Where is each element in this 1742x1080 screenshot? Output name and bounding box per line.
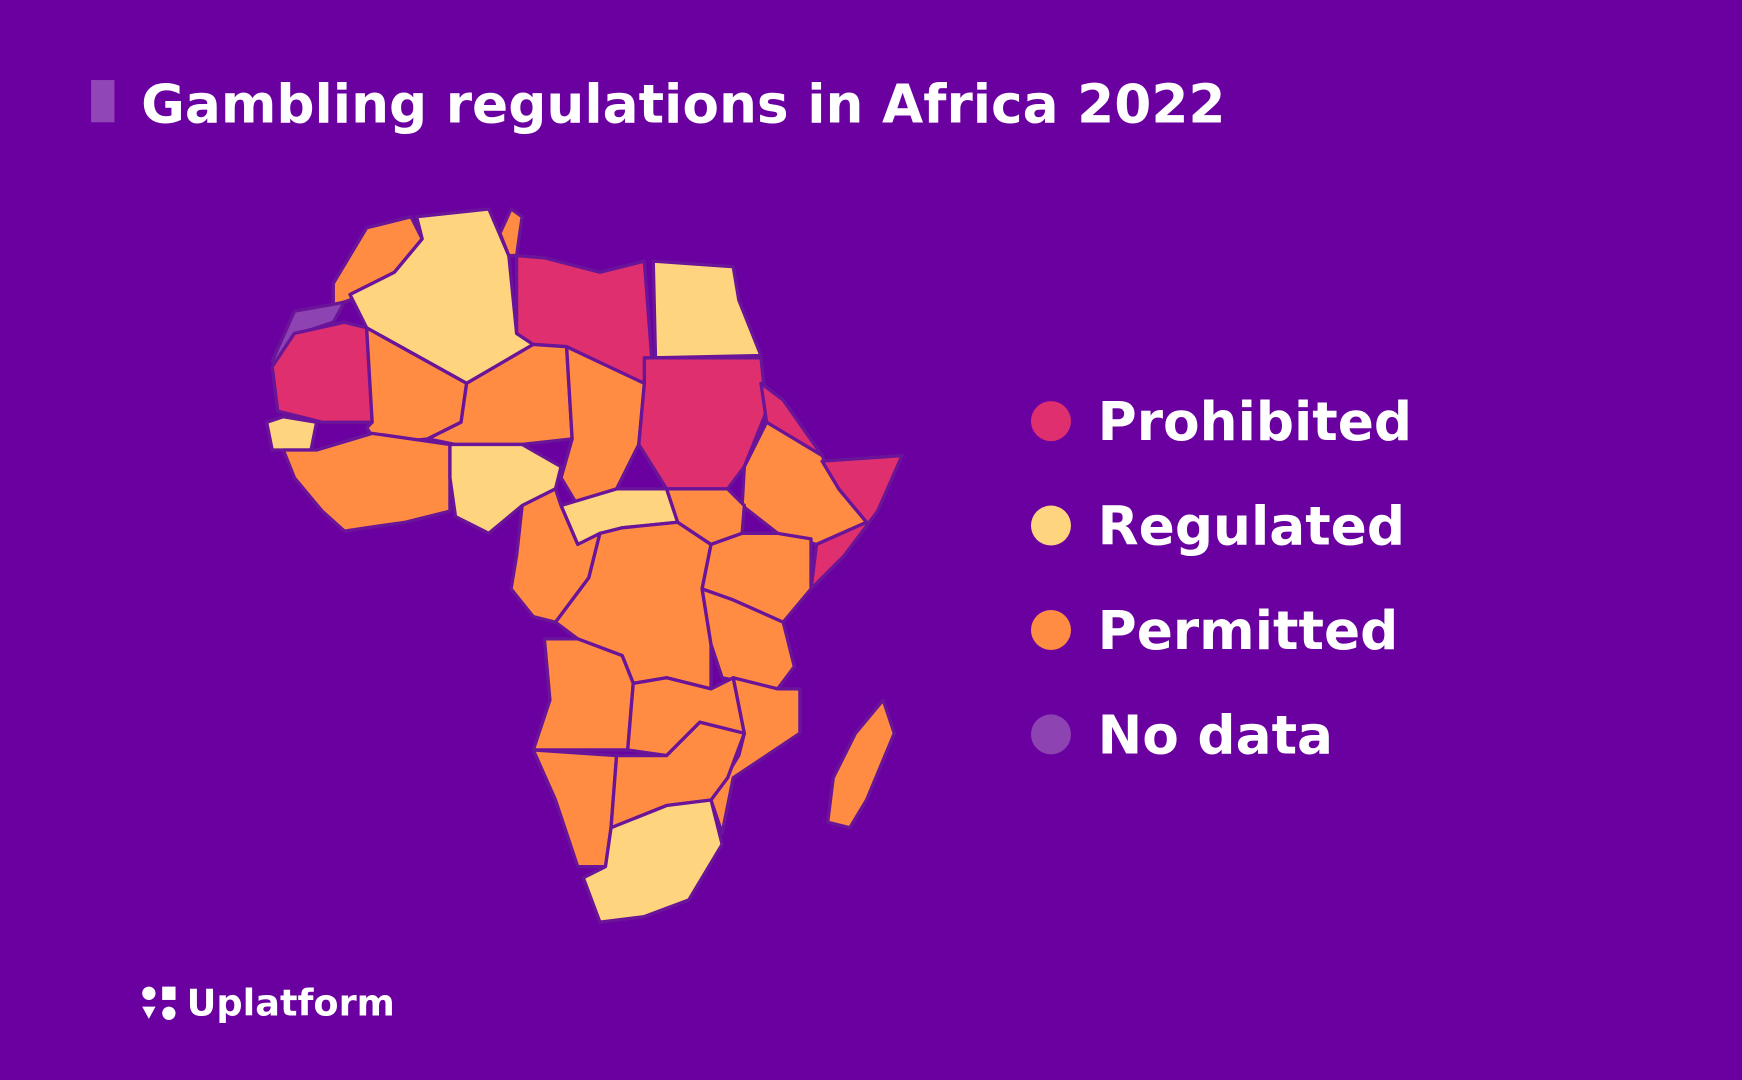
legend-label: No data: [1098, 704, 1333, 766]
brand-logo: [142, 986, 176, 1020]
country: [498, 207, 524, 258]
legend-swatch: [1030, 401, 1071, 442]
brand-name: Uplatform: [187, 981, 395, 1024]
legend-label: Prohibited: [1098, 391, 1412, 453]
country: [281, 431, 452, 533]
country: [709, 676, 802, 835]
legend: Prohibited Regulated Permitted No data: [1030, 391, 1412, 766]
legend-label: Regulated: [1098, 495, 1405, 557]
country: [826, 698, 896, 830]
legend-swatch: [1030, 505, 1071, 546]
country: [651, 259, 763, 360]
country: [581, 798, 724, 924]
legend-swatch: [1030, 609, 1071, 650]
country: [264, 415, 319, 452]
legend-swatch: [1030, 714, 1071, 755]
country: [700, 587, 797, 691]
title: Gambling regulations in Africa 2022: [141, 73, 1225, 135]
legend-label: Permitted: [1098, 600, 1399, 662]
africa-map: [264, 207, 904, 924]
country: [531, 637, 635, 752]
title-accent: [91, 80, 115, 123]
